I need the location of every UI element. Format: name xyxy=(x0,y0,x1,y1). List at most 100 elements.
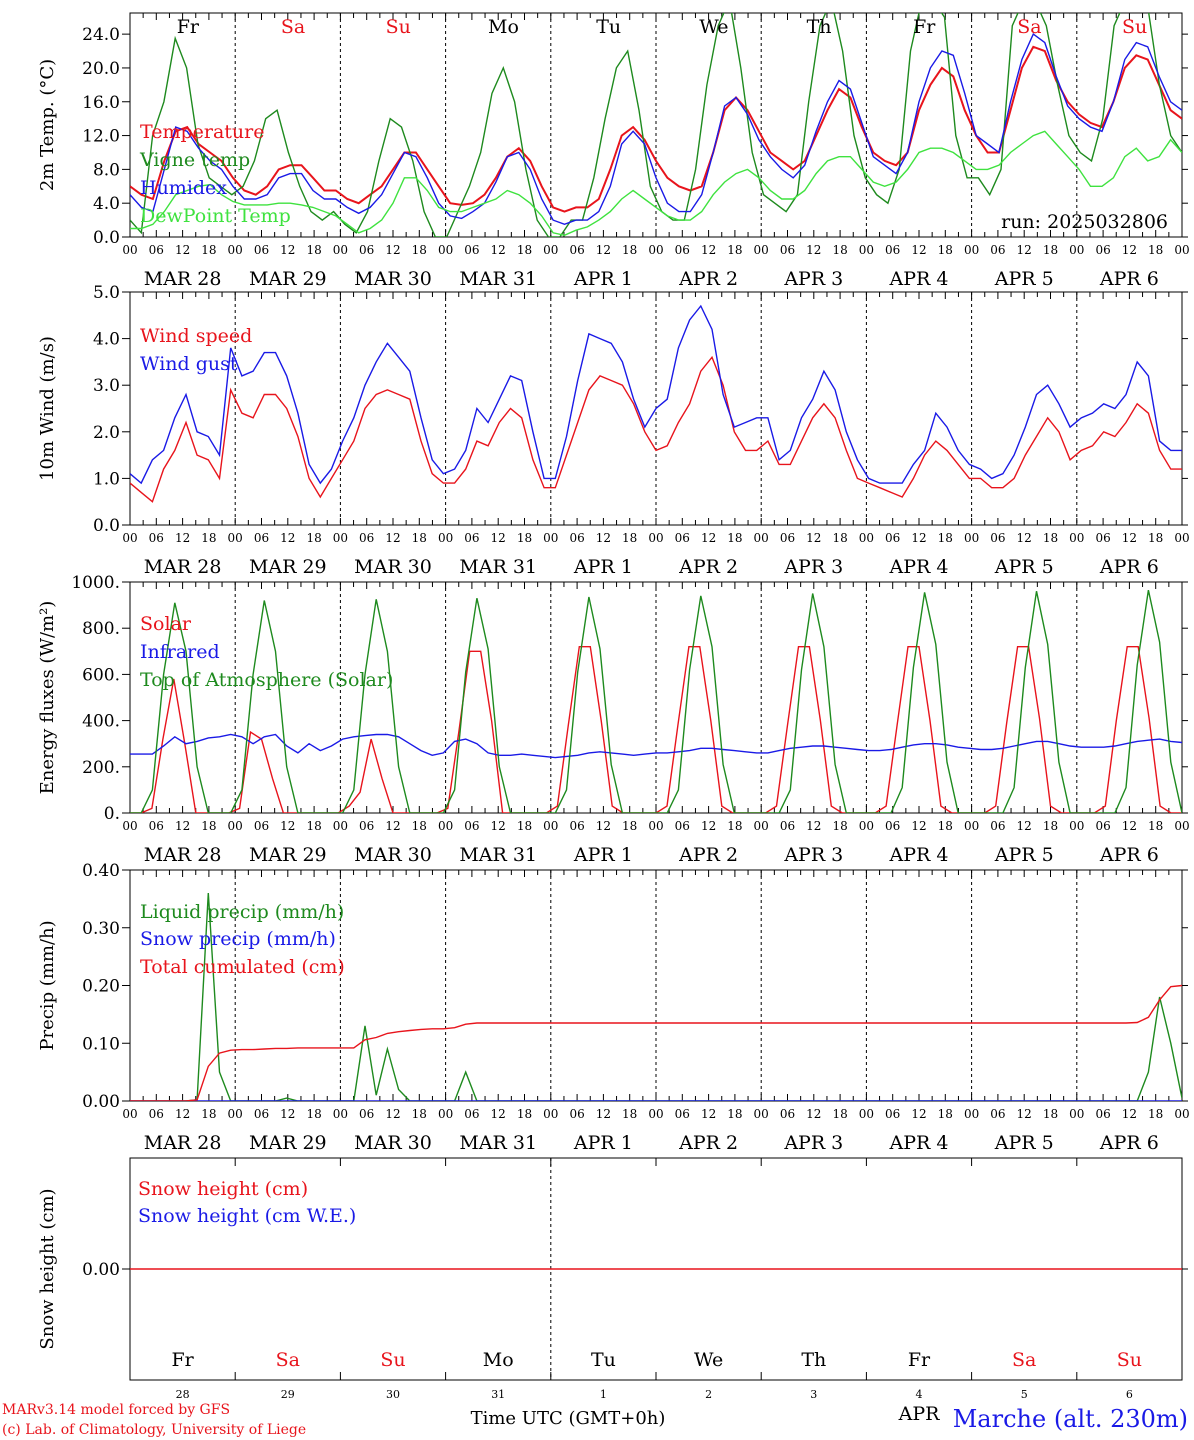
hour-tick-label: 00 xyxy=(333,819,348,833)
hour-tick-label: 12 xyxy=(175,243,190,257)
date-label: APR 1 xyxy=(573,1132,633,1154)
legend-label: Wind gust xyxy=(140,353,238,375)
hour-tick-label: 06 xyxy=(359,1107,374,1121)
series-line xyxy=(130,733,1182,759)
hour-tick-label: 00 xyxy=(1069,819,1084,833)
y-axis-label: 10m Wind (m/s) xyxy=(37,336,58,481)
lab-credit: (c) Lab. of Climatology, University of L… xyxy=(2,1422,306,1438)
hour-tick-label: 12 xyxy=(1017,819,1032,833)
hour-tick-label: 18 xyxy=(622,1107,637,1121)
weekday-label: Fr xyxy=(908,1349,931,1371)
hour-tick-label: 06 xyxy=(569,531,584,545)
hour-tick-label: 12 xyxy=(911,819,926,833)
series-line xyxy=(130,33,1182,226)
hour-tick-label: 00 xyxy=(438,1107,453,1121)
hour-tick-label: 18 xyxy=(622,819,637,833)
panel-2 xyxy=(122,291,1188,526)
hour-tick-label: 06 xyxy=(1095,531,1110,545)
model-credit: MARv3.14 model forced by GFS xyxy=(2,1402,230,1418)
date-label: APR 2 xyxy=(678,268,738,290)
hour-tick-label: 12 xyxy=(806,819,821,833)
hour-tick-label: 06 xyxy=(254,243,269,257)
hour-tick-label: 00 xyxy=(754,243,769,257)
day-number-label: 2 xyxy=(705,1388,712,1401)
hour-tick-label: 06 xyxy=(780,243,795,257)
y-tick-label: 1000. xyxy=(71,573,120,593)
y-axis-label: Precip (mm/h) xyxy=(37,920,58,1050)
date-label: APR 6 xyxy=(1099,556,1159,578)
hour-tick-label: 00 xyxy=(859,819,874,833)
hour-tick-label: 06 xyxy=(359,531,374,545)
hour-tick-label: 06 xyxy=(885,819,900,833)
legend-label: Wind speed xyxy=(140,325,252,347)
y-tick-label: 0.30 xyxy=(82,919,120,939)
hour-tick-label: 18 xyxy=(938,531,953,545)
hour-tick-label: 00 xyxy=(333,1107,348,1121)
hour-tick-label: 06 xyxy=(885,531,900,545)
panel-3 xyxy=(122,581,1188,814)
hour-tick-label: 12 xyxy=(1122,1107,1137,1121)
weekday-label: Tu xyxy=(596,16,621,38)
y-axis-label: Energy fluxes (W/m²) xyxy=(37,601,58,795)
date-label: APR 4 xyxy=(889,268,949,290)
hour-tick-label: 18 xyxy=(412,243,427,257)
station-label: Marche (alt. 230m) xyxy=(953,1405,1188,1433)
weekday-label: Sa xyxy=(276,1349,300,1371)
y-tick-label: 1.0 xyxy=(93,469,120,489)
hour-tick-label: 12 xyxy=(491,1107,506,1121)
date-label: MAR 31 xyxy=(459,268,537,290)
y-tick-label: 0.0 xyxy=(93,516,120,536)
hour-tick-label: 18 xyxy=(1148,1107,1163,1121)
legend-label: Vigne temp xyxy=(139,149,250,171)
date-label: MAR 29 xyxy=(249,1132,327,1154)
hour-tick-label: 12 xyxy=(1122,243,1137,257)
date-label: APR 1 xyxy=(573,844,633,866)
hour-tick-label: 00 xyxy=(859,243,874,257)
legend-label: DewPoint Temp xyxy=(140,205,291,227)
series-line xyxy=(130,589,1182,813)
hour-tick-label: 06 xyxy=(780,1107,795,1121)
legend-label: Total cumulated (cm) xyxy=(140,956,345,978)
y-tick-label: 400. xyxy=(82,712,120,732)
series-line xyxy=(130,13,1182,237)
hour-tick-label: 12 xyxy=(806,243,821,257)
y-tick-label: 2.0 xyxy=(93,423,120,443)
hour-tick-label: 12 xyxy=(596,531,611,545)
hour-tick-label: 06 xyxy=(780,819,795,833)
day-number-label: 29 xyxy=(281,1388,295,1401)
hour-tick-label: 06 xyxy=(675,243,690,257)
hour-tick-label: 00 xyxy=(1174,243,1189,257)
hour-tick-label: 12 xyxy=(596,1107,611,1121)
hour-tick-label: 00 xyxy=(964,531,979,545)
series-line xyxy=(130,130,1182,237)
weekday-label: We xyxy=(694,1349,723,1371)
y-tick-label: 0.20 xyxy=(82,977,120,997)
hour-tick-label: 00 xyxy=(1069,531,1084,545)
hour-tick-label: 18 xyxy=(201,243,216,257)
y-tick-label: 4.0 xyxy=(93,330,120,350)
hour-tick-label: 06 xyxy=(254,531,269,545)
hour-tick-label: 18 xyxy=(727,1107,742,1121)
hour-tick-label: 18 xyxy=(1148,819,1163,833)
hour-tick-label: 00 xyxy=(543,243,558,257)
date-label: MAR 30 xyxy=(354,268,432,290)
series-line xyxy=(130,984,1182,1101)
date-label: APR 5 xyxy=(994,844,1054,866)
hour-tick-label: 12 xyxy=(911,1107,926,1121)
day-number-label: 5 xyxy=(1021,1388,1028,1401)
y-tick-label: 16.0 xyxy=(82,93,120,113)
hour-tick-label: 12 xyxy=(701,243,716,257)
hour-tick-label: 18 xyxy=(412,819,427,833)
hour-tick-label: 00 xyxy=(648,531,663,545)
hour-tick-label: 18 xyxy=(1148,531,1163,545)
y-tick-label: 0.00 xyxy=(82,1260,120,1280)
hour-tick-label: 06 xyxy=(569,819,584,833)
date-label: APR 5 xyxy=(994,1132,1054,1154)
hour-tick-label: 12 xyxy=(280,819,295,833)
hour-tick-label: 00 xyxy=(1069,1107,1084,1121)
series-line xyxy=(130,355,1182,503)
hour-tick-label: 18 xyxy=(727,819,742,833)
hour-tick-label: 06 xyxy=(1095,243,1110,257)
day-number-label: 31 xyxy=(491,1388,505,1401)
